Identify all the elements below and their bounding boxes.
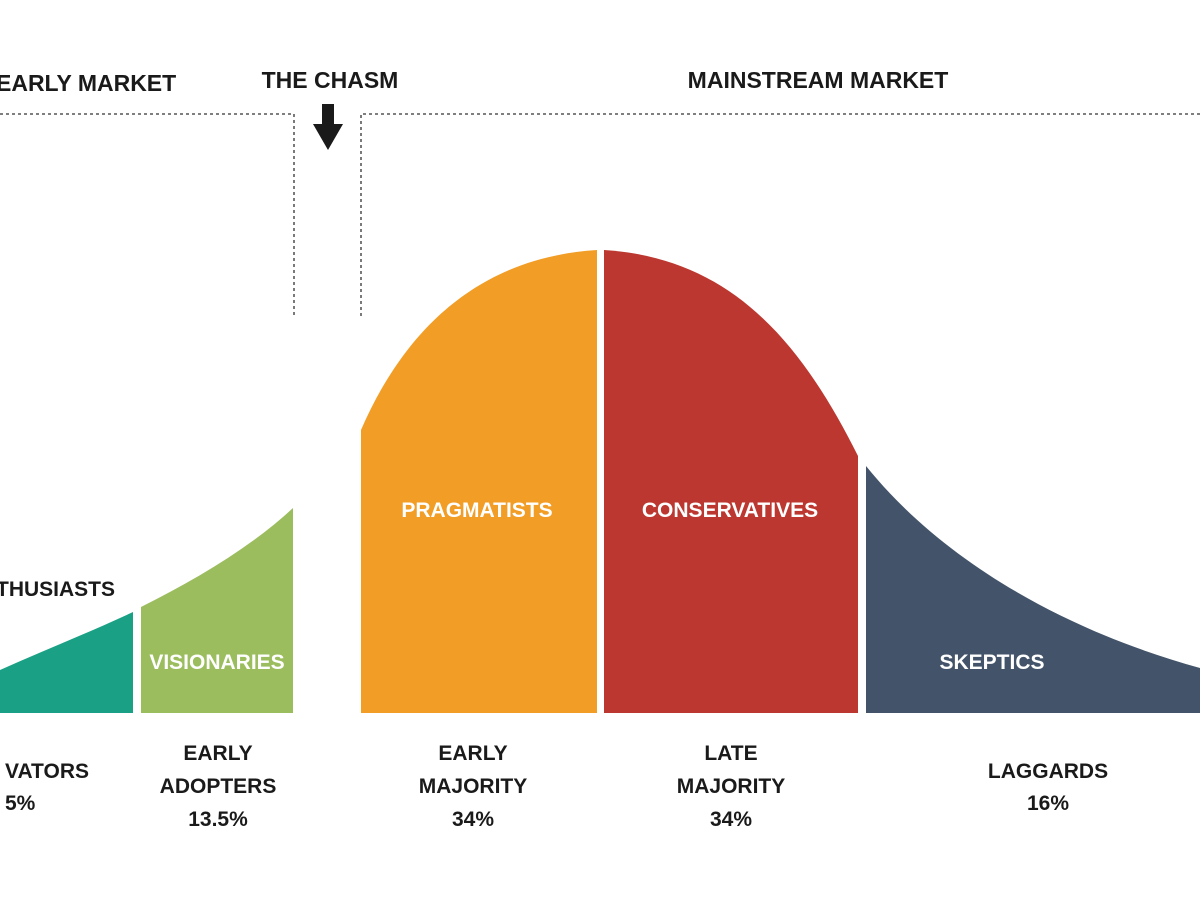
early-adopters-line1: EARLY: [183, 742, 252, 765]
laggards-caption: LAGGARDS 16%: [988, 760, 1108, 815]
mainstream-market-divider: [360, 113, 1200, 318]
late-majority-segment: [604, 250, 858, 713]
early-majority-caption: EARLY MAJORITY 34%: [419, 742, 528, 831]
early-adopters-caption: EARLY ADOPTERS 13.5%: [160, 742, 277, 831]
innovators-curve-label: THUSIASTS: [0, 578, 115, 601]
late-majority-curve-label: CONSERVATIVES: [642, 499, 818, 522]
early-majority-line1: EARLY: [438, 742, 507, 765]
innovators-caption: VATORS 5%: [5, 760, 89, 815]
early-majority-curve-label: PRAGMATISTS: [401, 499, 552, 522]
late-majority-line2: MAJORITY: [677, 775, 786, 798]
early-majority-percent: 34%: [452, 808, 494, 831]
early-adopters-segment: [141, 508, 293, 713]
innovators-segment: [0, 612, 133, 713]
innovators-percent: 5%: [5, 792, 36, 815]
laggards-curve-label: SKEPTICS: [939, 651, 1044, 674]
early-adopters-curve-label: VISIONARIES: [149, 651, 284, 674]
innovators-name: VATORS: [5, 760, 89, 783]
early-adopters-percent: 13.5%: [188, 808, 248, 831]
late-majority-caption: LATE MAJORITY 34%: [677, 742, 786, 831]
early-market-divider: [0, 113, 295, 318]
early-majority-line2: MAJORITY: [419, 775, 528, 798]
arrow-down-icon: [313, 104, 343, 150]
laggards-percent: 16%: [1027, 792, 1069, 815]
laggards-name: LAGGARDS: [988, 760, 1108, 783]
late-majority-line1: LATE: [704, 742, 757, 765]
laggards-segment: [866, 466, 1200, 713]
early-majority-segment: [361, 250, 597, 713]
early-adopters-line2: ADOPTERS: [160, 775, 277, 798]
mainstream-market-label: MAINSTREAM MARKET: [688, 67, 949, 93]
early-market-label: EARLY MARKET: [0, 70, 176, 96]
late-majority-percent: 34%: [710, 808, 752, 831]
the-chasm-label: THE CHASM: [262, 67, 399, 93]
